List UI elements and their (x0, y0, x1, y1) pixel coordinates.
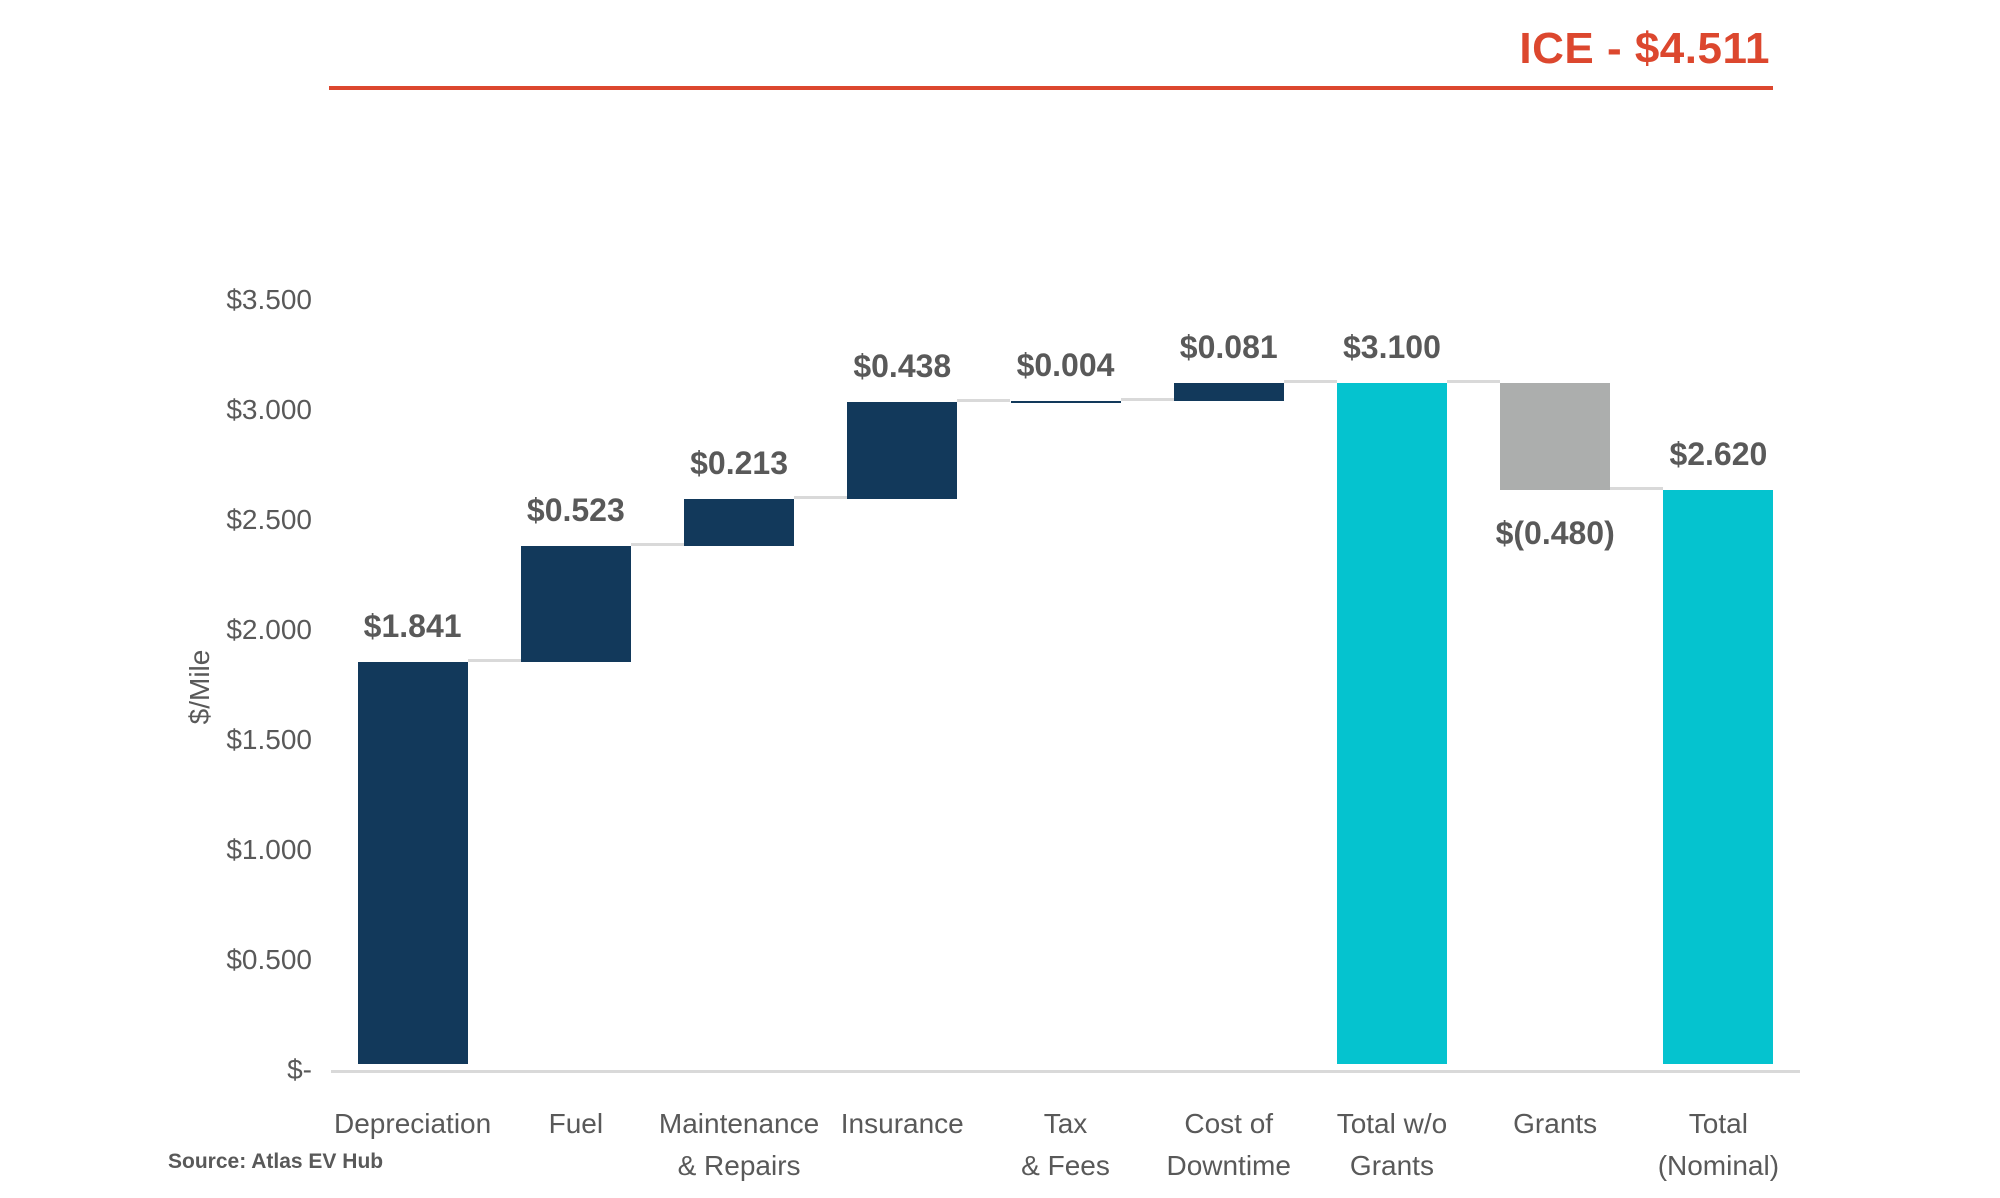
y-axis-title: $/Mile (184, 649, 215, 725)
step-connector-line (467, 659, 521, 663)
x-category-label: Depreciation (334, 1108, 492, 1139)
bar-increase (1010, 401, 1121, 403)
bar-value-label: $(0.480) (1495, 514, 1615, 551)
y-tick-label: $1.500 (226, 724, 312, 755)
x-category-label: Total (Nominal) (1657, 1108, 1780, 1181)
bar-increase (520, 546, 631, 663)
x-category-label: Total w/o Grants (1336, 1108, 1448, 1181)
y-tick-label: $2.500 (226, 504, 312, 535)
y-tick-label: $1.000 (226, 834, 312, 865)
y-tick-label: $2.000 (226, 614, 312, 645)
bar-increase (357, 662, 468, 1064)
bar-increase (1173, 383, 1284, 402)
bar-value-label: $3.100 (1343, 329, 1441, 366)
bar-increase (847, 402, 958, 500)
source-note: Source: Atlas EV Hub (168, 1150, 384, 1173)
bar-total (1663, 489, 1774, 1064)
bar-value-label: $0.081 (1179, 329, 1278, 366)
x-category-label: Cost of Downtime (1166, 1108, 1291, 1181)
bar-value-label: $0.213 (690, 445, 788, 482)
step-connector-line (1120, 398, 1174, 402)
y-tick-label: $3.000 (226, 394, 312, 425)
y-tick-label: $0.500 (226, 944, 312, 975)
bar-value-label: $2.620 (1669, 435, 1768, 472)
bar-total (1336, 383, 1447, 1064)
bar-value-label: $1.841 (363, 608, 462, 645)
x-category-label: Tax & Fees (1021, 1108, 1110, 1181)
x-category-label: Insurance (840, 1108, 964, 1139)
bar-increase (684, 499, 795, 547)
step-connector-line (1283, 380, 1337, 384)
step-connector-line (957, 399, 1011, 403)
chart-title-ice-comparison: ICE - $4.511 (1519, 24, 1770, 73)
x-category-label: Fuel (548, 1108, 604, 1139)
bar-value-label: $0.004 (1016, 347, 1115, 384)
step-connector-line (1610, 486, 1664, 490)
y-tick-label: $3.500 (226, 284, 312, 315)
step-connector-line (630, 543, 685, 547)
y-tick-label: $- (287, 1054, 312, 1085)
step-connector-line (1446, 380, 1501, 384)
bar-value-label: $0.523 (526, 492, 625, 529)
bar-decrease (1500, 383, 1611, 490)
x-category-label: Grants (1513, 1108, 1598, 1139)
x-axis-line (331, 1070, 1800, 1073)
bar-value-label: $0.438 (853, 348, 952, 385)
x-category-label: Maintenance & Repairs (658, 1108, 820, 1181)
title-underline-rule (329, 86, 1773, 90)
step-connector-line (794, 496, 848, 500)
